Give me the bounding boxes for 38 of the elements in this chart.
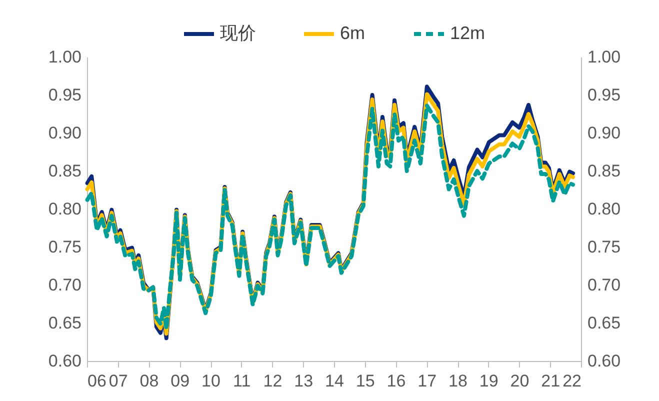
x-tick-label: 16: [386, 372, 406, 390]
x-tick-label: 07: [108, 372, 128, 390]
y2-tick-label: 0.85: [588, 162, 621, 180]
y-tick-label: 0.75: [48, 238, 82, 256]
x-tick-label: 08: [140, 372, 159, 390]
y2-tick-label: 0.65: [588, 314, 621, 332]
y2-tick-label: 0.60: [588, 352, 621, 370]
x-tick-label: 18: [448, 372, 468, 390]
x-tick-label: 14: [325, 372, 344, 390]
y2-tick-label: 0.90: [588, 124, 621, 142]
y2-tick-label: 0.75: [588, 238, 621, 256]
x-tick-label: 21: [541, 372, 560, 390]
x-tick-label: 12: [263, 372, 282, 390]
x-tick-label: 13: [294, 372, 314, 390]
x-tick-label: 06: [88, 372, 106, 390]
x-tick-label: 19: [479, 372, 498, 390]
y-tick-label: 0.80: [48, 200, 82, 218]
y-tick-label: 0.95: [48, 86, 82, 104]
x-tick-label: 10: [202, 372, 220, 390]
legend-label: 现价: [220, 23, 256, 43]
y-tick-label: 0.70: [48, 276, 82, 294]
y2-tick-label: 0.70: [588, 276, 621, 294]
x-tick-label: 22: [562, 372, 582, 390]
y-tick-label: 0.60: [48, 352, 82, 370]
x-tick-label: 09: [170, 372, 190, 390]
y-tick-label: 1.00: [48, 48, 82, 66]
y2-tick-label: 0.80: [588, 200, 621, 218]
legend-label: 12m: [450, 23, 486, 43]
x-tick-label: 20: [510, 372, 530, 390]
x-tick-label: 15: [356, 372, 375, 390]
y-tick-label: 0.85: [48, 162, 82, 180]
x-tick-label: 11: [233, 372, 251, 390]
y2-tick-label: 1.00: [588, 48, 621, 66]
y-tick-label: 0.90: [48, 124, 82, 142]
legend-label: 6m: [340, 23, 366, 43]
y-tick-label: 0.65: [48, 314, 82, 332]
x-tick-label: 17: [418, 372, 437, 390]
y2-tick-label: 0.95: [588, 86, 621, 104]
